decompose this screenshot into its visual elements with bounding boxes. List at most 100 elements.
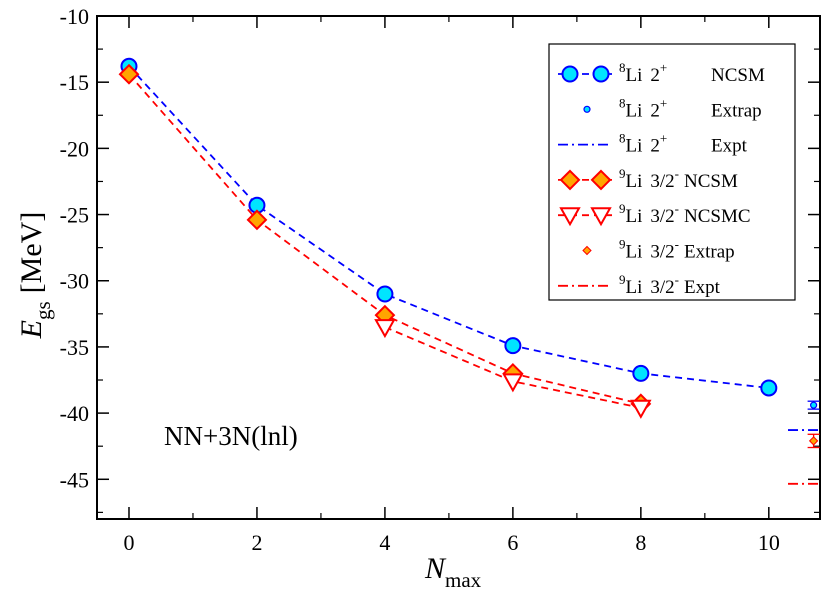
data-point xyxy=(808,436,819,446)
y-tick-label: -20 xyxy=(60,136,89,161)
legend-spin: 2 xyxy=(650,65,660,86)
data-point xyxy=(760,379,778,397)
legend-method: Expt xyxy=(684,277,721,298)
legend-box xyxy=(548,43,796,301)
legend-marker xyxy=(590,207,612,227)
x-tick-label: 6 xyxy=(507,530,518,555)
data-point xyxy=(374,319,396,339)
legend-parity: - xyxy=(675,166,679,181)
legend-element: Li xyxy=(626,65,643,86)
legend-item-li9-ncsm: 9Li 3/2- NCSM xyxy=(558,166,738,192)
annotation-label: NN+3N(lnl) xyxy=(164,421,298,451)
legend-element: Li xyxy=(626,136,643,157)
legend-marker xyxy=(583,105,591,113)
y-axis-title-main: E xyxy=(15,320,48,339)
legend-mass: 8 xyxy=(619,60,626,75)
legend-spin: 3/2 xyxy=(650,277,674,298)
legend-method: NCSM xyxy=(711,65,765,86)
legend-label: 8Li 2+ xyxy=(619,60,667,86)
legend-mass: 9 xyxy=(619,272,626,287)
legend-method: Extrap xyxy=(711,100,762,121)
legend-mass: 9 xyxy=(619,237,626,252)
axis-ticks: 0 2 4 6 8 10 -10 -15 -20 -25 -30 -35 -40 -45 xyxy=(60,4,820,555)
y-tick-label: -10 xyxy=(60,4,89,29)
legend-parity: - xyxy=(675,237,679,252)
data-point xyxy=(376,285,394,303)
legend-method: Expt xyxy=(711,136,748,157)
x-tick-label: 10 xyxy=(758,530,780,555)
x-tick-label: 0 xyxy=(123,530,134,555)
plot-area xyxy=(96,15,821,520)
legend-parity: + xyxy=(660,95,667,110)
x-axis-title-sub: max xyxy=(445,568,482,592)
legend-label: 8Li 2+ xyxy=(619,95,667,121)
legend-method: Extrap xyxy=(684,242,735,263)
series-li8-extrap xyxy=(807,400,820,410)
legend-parity: + xyxy=(660,60,667,75)
x-axis-title-main: N xyxy=(424,552,447,585)
y-tick-label: -15 xyxy=(60,70,89,95)
x-axis-title: Nmax xyxy=(424,552,482,592)
legend-element: Li xyxy=(626,171,643,192)
legend-element: Li xyxy=(626,100,643,121)
legend-spin: 3/2 xyxy=(650,171,674,192)
legend-spin: 3/2 xyxy=(650,206,674,227)
legend-item-li8-ncsm: 8Li 2+ NCSM xyxy=(558,60,765,86)
legend-item-li8-extrap: 8Li 2+ Extrap xyxy=(583,95,762,121)
data-point xyxy=(502,373,524,393)
legend-element: Li xyxy=(626,206,643,227)
series-line-li8-ncsm xyxy=(128,65,769,389)
data-point xyxy=(810,401,818,409)
legend-mass: 8 xyxy=(619,131,626,146)
legend-spin: 3/2 xyxy=(650,242,674,263)
legend-item-li9-ncsmc: 9Li 3/2- NCSMC xyxy=(558,201,751,227)
legend-parity: + xyxy=(660,131,667,146)
legend-spin: 2 xyxy=(650,100,660,121)
series-layer xyxy=(118,57,820,485)
y-tick-label: -35 xyxy=(60,335,89,360)
legend-label: 9Li 3/2- xyxy=(619,272,679,298)
legend-label: 9Li 3/2- xyxy=(619,237,679,263)
legend-parity: - xyxy=(675,201,679,216)
legend-mass: 9 xyxy=(619,201,626,216)
legend-marker xyxy=(582,245,592,256)
legend-item-li8-expt: 8Li 2+ Expt xyxy=(558,131,748,157)
legend-method: NCSM xyxy=(684,171,738,192)
x-tick-label: 4 xyxy=(379,530,390,555)
y-axis-title-unit: [MeV] xyxy=(15,212,48,294)
series-li9-extrap xyxy=(807,433,820,449)
y-tick-label: -30 xyxy=(60,269,89,294)
legend-marker xyxy=(592,65,610,83)
legend-mass: 8 xyxy=(619,95,626,110)
legend-item-li9-extrap: 9Li 3/2- Extrap xyxy=(582,237,735,263)
data-point xyxy=(632,364,650,382)
series-li9-ncsmc xyxy=(374,319,652,419)
legend-spin: 2 xyxy=(650,136,660,157)
legend-item-li9-expt: 9Li 3/2- Expt xyxy=(558,272,721,298)
x-tick-label: 2 xyxy=(251,530,262,555)
legend-method: NCSMC xyxy=(684,206,751,227)
legend-element: Li xyxy=(626,277,643,298)
data-point xyxy=(246,209,268,231)
legend-marker xyxy=(590,169,612,191)
legend-marker xyxy=(559,169,581,191)
data-point xyxy=(630,399,652,419)
y-tick-label: -25 xyxy=(60,203,89,228)
legend-parity: - xyxy=(675,272,679,287)
x-tick-label: 8 xyxy=(635,530,646,555)
y-tick-label: -45 xyxy=(60,467,89,492)
data-point xyxy=(504,337,522,355)
y-axis-title: Egs [MeV] xyxy=(15,212,55,340)
data-point xyxy=(118,63,140,85)
y-tick-label: -40 xyxy=(60,401,89,426)
legend-label: 9Li 3/2- xyxy=(619,201,679,227)
y-axis-title-sub: gs xyxy=(31,301,55,320)
legend-label: 8Li 2+ xyxy=(619,131,667,157)
legend-marker xyxy=(559,207,581,227)
legend-element: Li xyxy=(626,242,643,263)
legend-mass: 9 xyxy=(619,166,626,181)
legend-marker xyxy=(561,65,579,83)
legend-label: 9Li 3/2- xyxy=(619,166,679,192)
